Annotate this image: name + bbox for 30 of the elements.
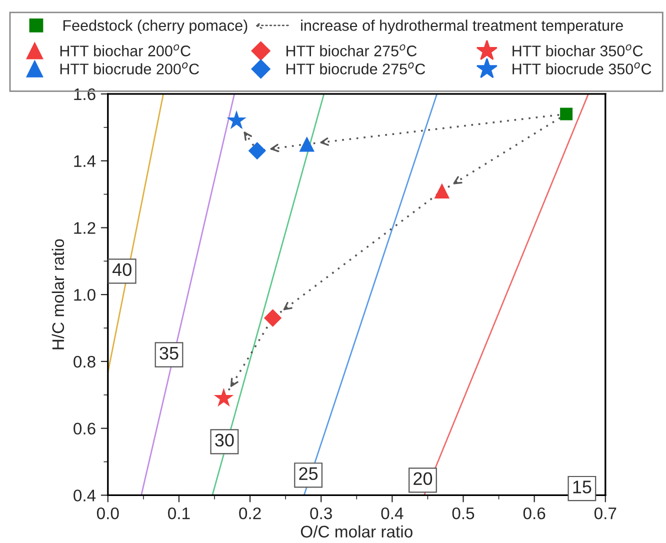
x-axis-title: O/C molar ratio bbox=[300, 525, 412, 538]
legend-label: Feedstock (cherry pomace) bbox=[63, 20, 248, 34]
legend-label: HTT biochar 200$^{o}$C bbox=[60, 44, 190, 56]
y-axis-title: H/C molar ratio bbox=[52, 239, 64, 350]
x-tick-label: 0.4 bbox=[381, 507, 404, 520]
y-tick-label: 0.6 bbox=[74, 422, 96, 435]
annotation: 30 bbox=[215, 434, 234, 447]
x-tick-label: 0.2 bbox=[239, 507, 261, 520]
annotation: 25 bbox=[299, 467, 318, 480]
y-tick-label: 0.8 bbox=[74, 356, 96, 368]
x-tick-label: 0.7 bbox=[594, 507, 616, 520]
legend-label: HTT biocrude 350$^{o}$C bbox=[512, 62, 652, 74]
x-tick-label: 0.5 bbox=[452, 507, 474, 520]
annotation: 35 bbox=[160, 346, 178, 360]
y-tick-label: 1.4 bbox=[74, 155, 96, 167]
legend-label: HTT biocrude 200$^{o}$C bbox=[60, 62, 199, 74]
text: increase of hydrothermal treatment temperature bbox=[301, 20, 623, 34]
y-tick-label: 1.0 bbox=[74, 288, 96, 301]
y-tick-label: 1.2 bbox=[74, 222, 96, 234]
annotation: 20 bbox=[414, 472, 432, 486]
annotation: 40 bbox=[112, 263, 132, 276]
legend-label: HTT biocrude 275$^{o}$C bbox=[286, 62, 426, 74]
legend-label: HTT biochar 350$^{o}$C bbox=[512, 44, 643, 56]
y-tick-label: 0.4 bbox=[74, 490, 96, 502]
annotation: 15 bbox=[573, 480, 592, 494]
x-tick-label: 0.0 bbox=[96, 507, 119, 520]
x-tick-label: 0.3 bbox=[310, 507, 332, 520]
x-tick-label: 0.6 bbox=[523, 507, 546, 520]
x-tick-label: 0.1 bbox=[168, 507, 190, 520]
legend-label: HTT biochar 275$^{o}$C bbox=[286, 44, 417, 56]
